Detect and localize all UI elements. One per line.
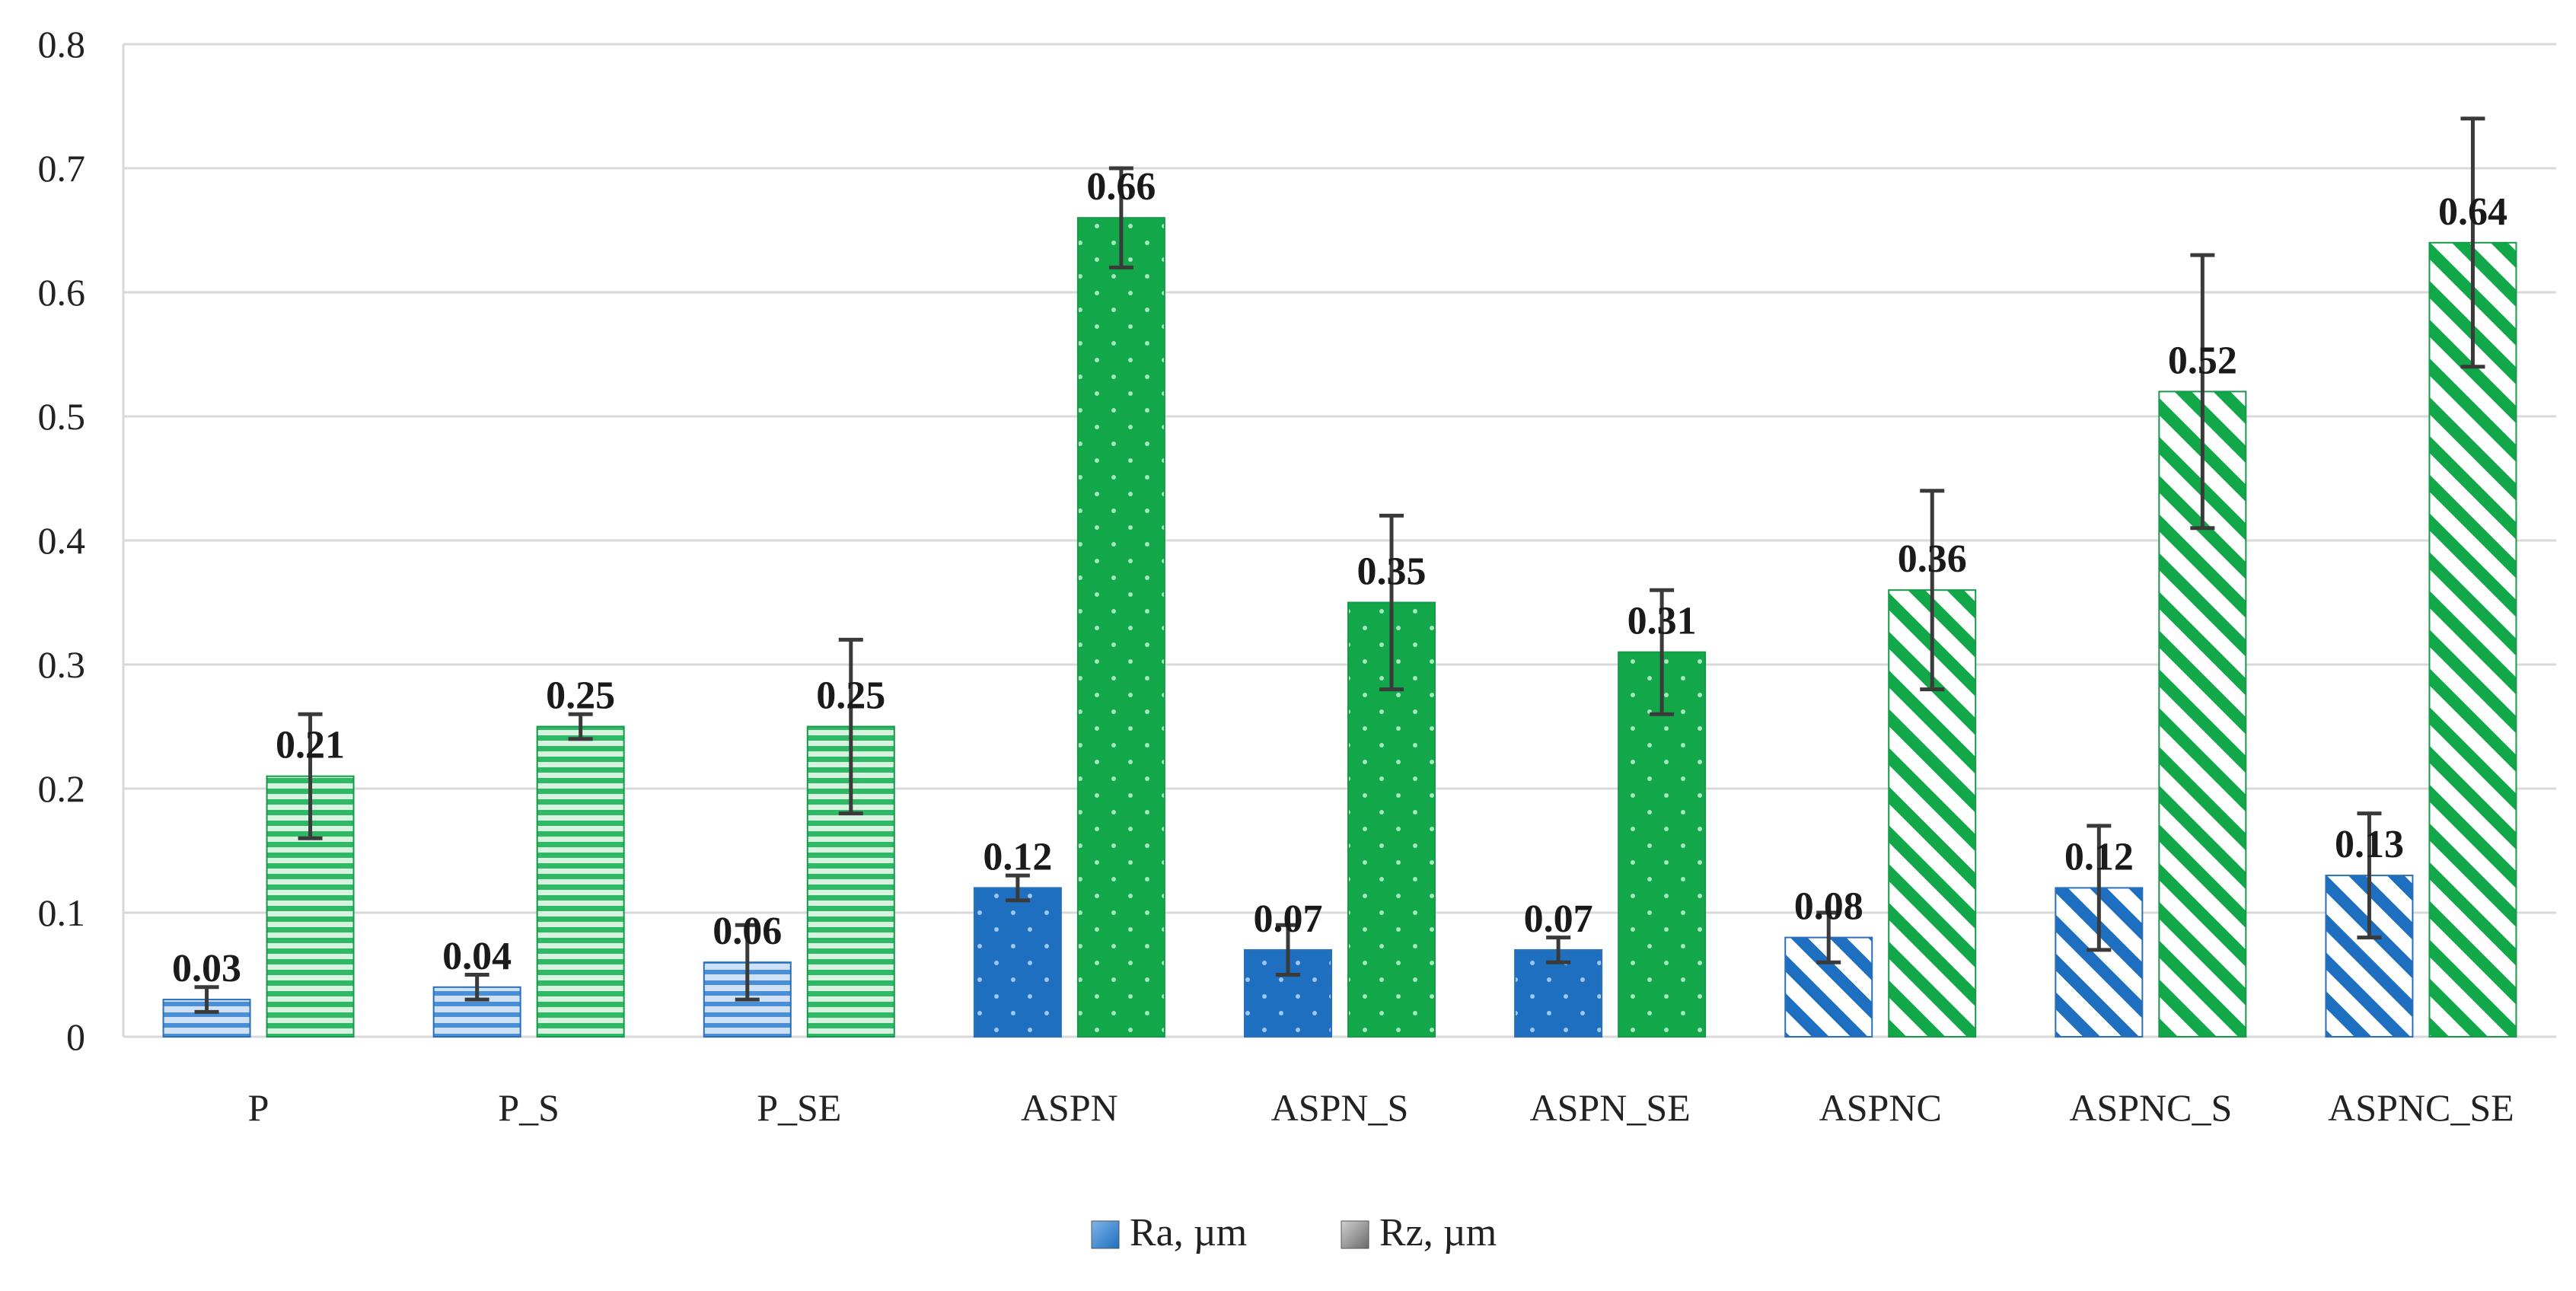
ra-error-bar bbox=[1005, 873, 1030, 903]
rz-error-bar bbox=[2460, 116, 2485, 369]
rz-error-bar bbox=[838, 637, 863, 816]
legend-label: Rz, µm bbox=[1379, 1211, 1497, 1254]
rz-data-label: 0.21 bbox=[276, 724, 345, 767]
x-category-label: ASPNC_SE bbox=[2328, 1086, 2514, 1129]
y-tick-label: 0.1 bbox=[38, 891, 86, 934]
ra-data-label: 0.07 bbox=[1254, 897, 1323, 941]
ra-bar bbox=[973, 887, 1062, 1038]
x-category-label: P_S bbox=[498, 1086, 560, 1129]
ra-error-bar bbox=[735, 923, 760, 1002]
y-tick-label: 0.3 bbox=[38, 643, 86, 686]
ra-data-label: 0.08 bbox=[1794, 885, 1863, 929]
ra-error-bar bbox=[2087, 824, 2112, 952]
ra-data-label: 0.04 bbox=[442, 935, 512, 978]
rz-data-label: 0.52 bbox=[2168, 339, 2237, 382]
rz-data-label: 0.25 bbox=[546, 674, 615, 718]
y-tick-label: 0 bbox=[66, 1015, 85, 1058]
y-tick-label: 0.8 bbox=[38, 23, 86, 65]
y-tick-label: 0.7 bbox=[38, 147, 86, 190]
legend-item: Ra, µm bbox=[1091, 1211, 1247, 1254]
ra-data-label: 0.07 bbox=[1524, 897, 1593, 941]
rz-bar bbox=[1618, 651, 1707, 1038]
ra-error-bar bbox=[1546, 936, 1571, 964]
ra-error-bar bbox=[1276, 923, 1300, 977]
bars bbox=[162, 217, 2517, 1038]
rz-error-bar bbox=[2190, 253, 2215, 531]
rz-error-bar bbox=[1108, 166, 1133, 269]
rz-error-bar bbox=[1379, 513, 1404, 692]
rz-bar bbox=[536, 725, 625, 1038]
ra-data-label: 0.03 bbox=[172, 947, 241, 990]
ra-data-label: 0.06 bbox=[713, 910, 782, 953]
ra-bar bbox=[432, 986, 521, 1038]
ra-error-bar bbox=[1816, 910, 1841, 964]
rz-data-label: 0.25 bbox=[816, 674, 885, 718]
y-axis: 0 0.1 0.2 0.3 0.4 0.5 0.6 0.7 0.8 bbox=[38, 23, 125, 1058]
y-tick-label: 0.5 bbox=[38, 395, 86, 438]
ra-data-label: 0.12 bbox=[2064, 835, 2134, 878]
x-axis-categories: P P_S P_SE ASPN ASPN_S ASPN_SE ASPNC ASPNC_S ASP… bbox=[248, 1086, 2514, 1129]
y-tick-label: 0.2 bbox=[38, 767, 86, 810]
gridlines bbox=[123, 43, 2556, 1038]
x-category-label: ASPN_SE bbox=[1530, 1086, 1691, 1129]
x-category-label: ASPN_S bbox=[1271, 1086, 1409, 1129]
ra-error-bar bbox=[194, 985, 219, 1014]
legend: Ra, µm Rz, µm bbox=[1091, 1211, 1497, 1254]
rz-data-label: 0.66 bbox=[1086, 165, 1156, 209]
ra-error-bar bbox=[2357, 811, 2382, 940]
error-bars bbox=[194, 116, 2485, 1014]
rz-error-bar bbox=[1650, 588, 1675, 716]
data-labels: 0.03 0.21 0.04 0.25 0.06 0.25 0.12 0.66 0.07 0.35… bbox=[172, 165, 2507, 990]
rz-error-bar bbox=[1920, 489, 1945, 692]
rz-error-bar bbox=[568, 712, 593, 741]
legend-swatch bbox=[1091, 1220, 1120, 1249]
x-category-label: ASPN bbox=[1021, 1086, 1118, 1129]
ra-data-label: 0.13 bbox=[2335, 823, 2404, 866]
rz-data-label: 0.64 bbox=[2438, 190, 2507, 234]
rz-data-label: 0.35 bbox=[1357, 550, 1427, 594]
y-tick-label: 0.6 bbox=[38, 271, 86, 314]
rz-data-label: 0.31 bbox=[1628, 600, 1697, 643]
ra-data-label: 0.12 bbox=[983, 835, 1052, 878]
y-tick-label: 0.4 bbox=[38, 519, 86, 562]
x-category-label: ASPNC bbox=[1819, 1086, 1942, 1129]
x-category-label: P_SE bbox=[757, 1086, 841, 1129]
rz-error-bar bbox=[298, 712, 323, 840]
legend-item: Rz, µm bbox=[1341, 1211, 1497, 1254]
legend-label: Ra, µm bbox=[1130, 1211, 1247, 1254]
legend-swatch bbox=[1341, 1220, 1369, 1249]
x-category-label: ASPNC_S bbox=[2069, 1086, 2232, 1129]
ra-bar bbox=[1514, 948, 1603, 1038]
ra-error-bar bbox=[464, 973, 489, 1002]
rz-bar bbox=[1076, 217, 1165, 1038]
rz-data-label: 0.36 bbox=[1898, 537, 1967, 581]
x-category-label: P bbox=[248, 1086, 269, 1129]
